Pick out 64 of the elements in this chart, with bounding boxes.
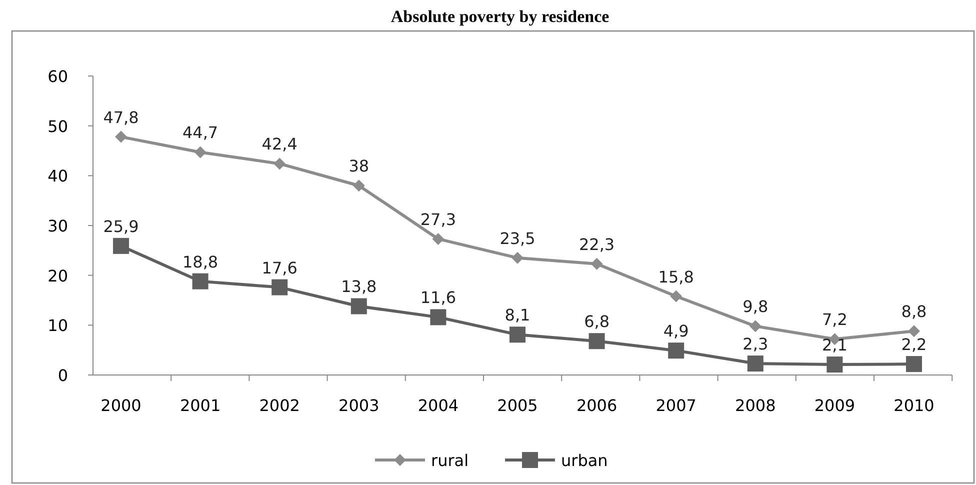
data-label: 13,8 (341, 277, 377, 296)
point (906, 356, 922, 372)
point (908, 325, 920, 338)
data-label: 22,3 (578, 234, 615, 254)
data-label: 23,5 (500, 228, 536, 248)
data-label: 7,2 (822, 310, 848, 330)
chart-title: Absolute poverty by residence (390, 7, 610, 26)
point (350, 298, 367, 314)
data-label: 4,9 (663, 322, 689, 341)
point (352, 180, 365, 192)
point (194, 146, 206, 158)
x-tick-label: 2002 (259, 396, 300, 415)
y-tick-label: 10 (48, 316, 68, 336)
x-tick-label: 2000 (100, 396, 142, 415)
data-label: 15,8 (658, 267, 694, 286)
point (272, 279, 288, 296)
point (115, 130, 127, 143)
point (512, 252, 524, 264)
legend-label: rural (431, 451, 469, 470)
x-tick-label: 2010 (894, 396, 934, 415)
data-label: 47,8 (103, 108, 139, 127)
point (510, 326, 526, 343)
x-tick-label: 2006 (576, 396, 618, 415)
point (588, 333, 605, 350)
x-tick-label: 2009 (814, 396, 856, 415)
data-label: 9,8 (742, 297, 768, 316)
data-label: 6,8 (584, 312, 610, 332)
data-label: 42,4 (262, 134, 298, 154)
x-tick-label: 2001 (180, 396, 221, 415)
point (113, 238, 129, 254)
y-tick-label: 20 (48, 266, 68, 286)
y-tick-label: 50 (48, 116, 68, 136)
data-label: 44,7 (182, 123, 218, 142)
data-label: 8,8 (901, 302, 927, 322)
y-tick-label: 40 (48, 166, 68, 186)
data-label: 2,3 (742, 334, 768, 354)
x-tick-label: 2007 (656, 396, 696, 415)
legend-label: urban (561, 451, 608, 470)
point (668, 342, 684, 359)
x-tick-label: 2003 (338, 396, 380, 415)
point (670, 290, 682, 302)
y-tick-label: 30 (48, 216, 68, 236)
data-label: 11,6 (420, 288, 456, 308)
point (432, 232, 444, 245)
x-tick-label: 2004 (418, 396, 459, 415)
x-tick-label: 2005 (497, 396, 538, 415)
point (430, 309, 446, 326)
point (826, 356, 843, 373)
x-tick-label: 2008 (735, 396, 776, 415)
data-label: 25,9 (103, 216, 139, 236)
y-tick-label: 0 (58, 366, 68, 385)
data-label: 38 (348, 156, 370, 176)
data-label: 27,3 (420, 210, 456, 229)
point (590, 258, 603, 270)
point (747, 356, 764, 372)
y-tick-label: 60 (48, 67, 68, 86)
data-label: 18,8 (182, 252, 218, 272)
point (192, 273, 208, 290)
data-label: 2,1 (822, 336, 848, 355)
point (274, 158, 286, 170)
data-label: 2,2 (901, 335, 927, 354)
data-label: 8,1 (504, 306, 530, 325)
point (749, 320, 762, 332)
data-label: 17,6 (262, 258, 298, 278)
